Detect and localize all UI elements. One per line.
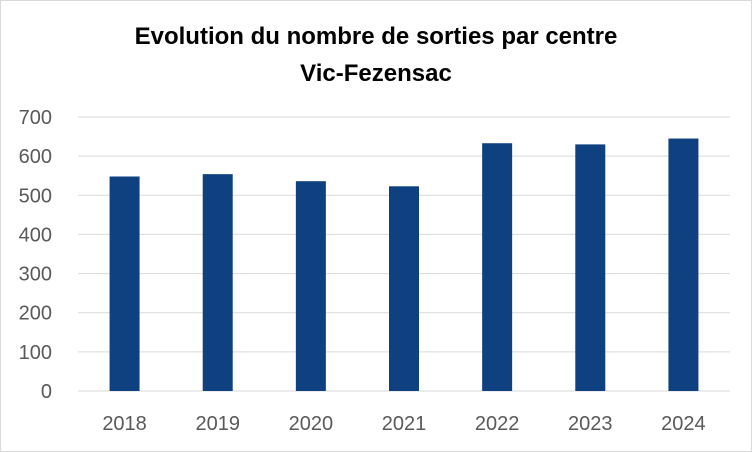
y-tick-label: 600 bbox=[19, 146, 52, 168]
y-axis-ticks: 0 100 200 300 400 500 600 700 bbox=[19, 107, 52, 403]
x-tick-label: 2019 bbox=[195, 413, 240, 435]
y-tick-label: 700 bbox=[19, 107, 52, 129]
bar-2024 bbox=[668, 138, 699, 391]
y-tick-label: 400 bbox=[19, 224, 52, 246]
y-tick-label: 500 bbox=[19, 185, 52, 207]
bar-2019 bbox=[202, 174, 233, 391]
bar-2023 bbox=[575, 144, 606, 391]
chart-title: Evolution du nombre de sorties par centr… bbox=[134, 23, 618, 50]
x-tick-label: 2024 bbox=[661, 413, 706, 435]
y-tick-label: 300 bbox=[19, 264, 52, 286]
bars bbox=[109, 138, 699, 391]
y-tick-label: 200 bbox=[19, 303, 52, 325]
x-axis-ticks: 2018 2019 2020 2021 2022 2023 2024 bbox=[102, 413, 705, 435]
bar-2022 bbox=[482, 143, 513, 391]
x-tick-label: 2020 bbox=[289, 413, 334, 435]
bar-2020 bbox=[295, 181, 326, 391]
bar-2021 bbox=[389, 186, 419, 391]
y-tick-label: 0 bbox=[41, 381, 52, 403]
x-tick-label: 2023 bbox=[568, 413, 613, 435]
chart-subtitle: Vic-Fezensac bbox=[300, 60, 452, 87]
x-tick-label: 2018 bbox=[102, 413, 147, 435]
x-tick-label: 2021 bbox=[382, 413, 427, 435]
y-tick-label: 100 bbox=[19, 342, 52, 364]
x-tick-label: 2022 bbox=[475, 413, 520, 435]
bar-2018 bbox=[109, 176, 140, 391]
